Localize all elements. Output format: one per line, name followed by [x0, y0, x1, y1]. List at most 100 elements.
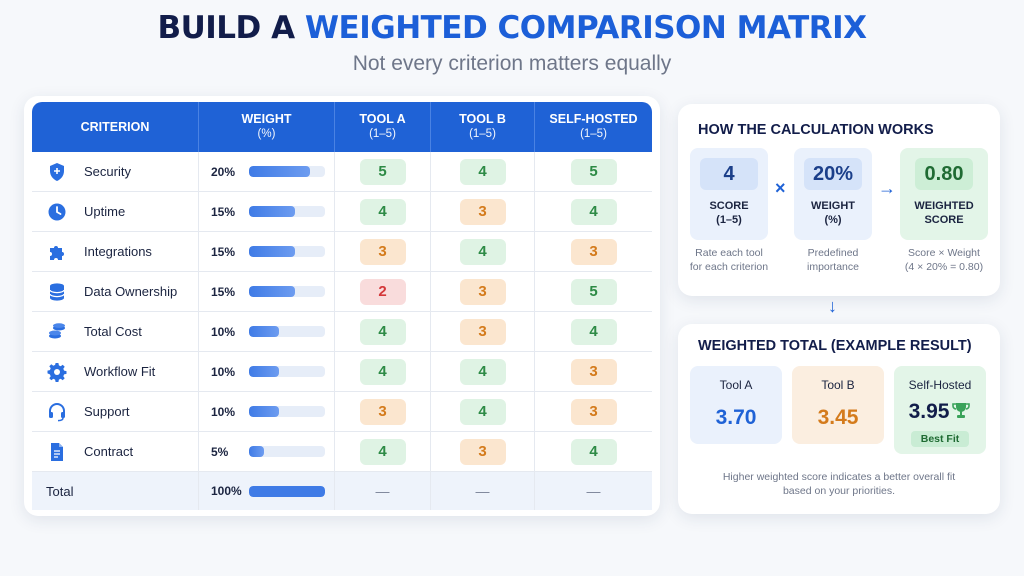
weight-bar-fill: [249, 326, 280, 337]
score-badge: 3: [570, 238, 617, 265]
score-badge: 5: [359, 158, 406, 185]
score-cell-tool-a: 4: [334, 192, 430, 232]
score-badge: 4: [459, 398, 506, 425]
criterion-label: Workflow Fit: [84, 364, 156, 379]
score-cell-tool-b: 4: [430, 232, 534, 272]
criterion: Contract: [32, 441, 198, 463]
result-value: 3.95: [908, 400, 950, 423]
score-badge: 3: [459, 198, 506, 225]
total-weight-bar-fill: [249, 485, 325, 497]
page-title: BUILD A WEIGHTED COMPARISON MATRIX: [0, 10, 1024, 46]
score-example-desc: Rate each tool for each criterion: [689, 247, 769, 273]
table-row: Integrations 15% 3 4 3: [32, 232, 652, 272]
result-tool-b: Tool B 3.45: [792, 366, 884, 444]
comparison-matrix-card: CRITERION WEIGHT (%) TOOL A (1–5) TOOL B (1…: [24, 96, 660, 516]
document-icon: [46, 441, 68, 463]
score-badge: 2: [359, 278, 406, 305]
weight-value: 10%: [211, 404, 236, 419]
total-placeholder: —: [475, 483, 490, 499]
weighted-example-value: 0.80: [915, 158, 973, 190]
score-badge: 4: [570, 318, 617, 345]
score-badge: 3: [359, 238, 406, 265]
criterion: Uptime: [32, 201, 198, 223]
total-placeholder: —: [375, 483, 390, 499]
weight-cell: 10%: [198, 392, 334, 432]
score-cell-tool-a: 5: [334, 152, 430, 192]
page-subtitle: Not every criterion matters equally: [352, 52, 672, 75]
header-tool-b: TOOL B (1–5): [430, 102, 534, 152]
weight-cell: 15%: [198, 272, 334, 312]
total-label: Total: [46, 483, 74, 499]
criterion-cell: Support: [32, 392, 198, 432]
weight: 15%: [199, 245, 334, 259]
table-row: Contract 5% 4 3 4: [32, 432, 652, 472]
score-badge: 4: [570, 198, 617, 225]
total-score-cell: —: [430, 472, 534, 510]
result-tool-a: Tool A 3.70: [690, 366, 782, 444]
score-cell-self-hosted: 4: [534, 432, 652, 472]
table-row: Uptime 15% 4 3 4: [32, 192, 652, 232]
weighted-total-footnote: Higher weighted score indicates a better…: [722, 471, 956, 497]
score-cell-tool-b: 3: [430, 272, 534, 312]
weighted-example-box: 0.80 WEIGHTED SCORE: [900, 148, 988, 240]
database-icon: [46, 281, 68, 303]
header-self-hosted: SELF-HOSTED (1–5): [534, 102, 652, 152]
score-cell-self-hosted: 3: [534, 392, 652, 432]
total-weight: 100%: [199, 484, 334, 498]
criterion-label: Integrations: [84, 244, 152, 259]
criterion-label: Support: [84, 404, 130, 419]
weight: 10%: [199, 365, 334, 379]
weight-bar-fill: [249, 446, 265, 457]
weight-example-desc: Predefined importance: [807, 247, 859, 273]
score-cell-tool-b: 3: [430, 432, 534, 472]
title-prefix: BUILD A: [157, 10, 305, 46]
weight-value: 10%: [211, 324, 236, 339]
weight: 20%: [199, 165, 334, 179]
score-cell-self-hosted: 3: [534, 352, 652, 392]
weighted-example-label: WEIGHTED SCORE: [914, 200, 974, 226]
score-badge: 3: [459, 278, 506, 305]
criterion-label: Security: [84, 164, 131, 179]
score-badge: 4: [359, 358, 406, 385]
title-accent: WEIGHTED COMPARISON MATRIX: [304, 10, 867, 46]
score-cell-tool-a: 3: [334, 232, 430, 272]
score-badge: 4: [570, 438, 617, 465]
score-cell-tool-a: 4: [334, 352, 430, 392]
gear-icon: [46, 361, 68, 383]
criterion-cell: Data Ownership: [32, 272, 198, 312]
score-cell-tool-a: 3: [334, 392, 430, 432]
score-badge: 4: [459, 358, 506, 385]
criterion: Workflow Fit: [32, 361, 198, 383]
criterion-label: Data Ownership: [84, 284, 178, 299]
weighted-total-heading: WEIGHTED TOTAL (EXAMPLE RESULT): [698, 338, 972, 354]
score-badge: 3: [359, 398, 406, 425]
score-badge: 3: [570, 398, 617, 425]
weight-bar-fill: [249, 406, 280, 417]
weight-bar: [249, 326, 325, 337]
trophy-icon: [951, 401, 971, 427]
weighted-total-card: WEIGHTED TOTAL (EXAMPLE RESULT) Tool A 3…: [678, 324, 1000, 514]
score-example-box: 4 SCORE (1–5): [690, 148, 768, 240]
criterion-cell: Total Cost: [32, 312, 198, 352]
criterion: Data Ownership: [32, 281, 198, 303]
weight-bar: [249, 406, 325, 417]
criterion-cell: Contract: [32, 432, 198, 472]
score-cell-tool-b: 3: [430, 312, 534, 352]
criterion: Integrations: [32, 241, 198, 263]
weight-cell: 20%: [198, 152, 334, 192]
weight-cell: 15%: [198, 232, 334, 272]
table-row: Data Ownership 15% 2 3 5: [32, 272, 652, 312]
score-cell-self-hosted: 5: [534, 152, 652, 192]
score-cell-tool-b: 3: [430, 192, 534, 232]
criterion: Total Cost: [32, 321, 198, 343]
weight-cell: 15%: [198, 192, 334, 232]
score-badge: 4: [359, 318, 406, 345]
criterion-label: Uptime: [84, 204, 126, 219]
headset-icon: [46, 401, 68, 423]
clock-icon: [46, 201, 68, 223]
score-cell-tool-b: 4: [430, 152, 534, 192]
criterion-label: Total Cost: [84, 324, 142, 339]
result-value-row: 3.95: [894, 400, 986, 427]
criterion-cell: Uptime: [32, 192, 198, 232]
score-badge: 3: [570, 358, 617, 385]
